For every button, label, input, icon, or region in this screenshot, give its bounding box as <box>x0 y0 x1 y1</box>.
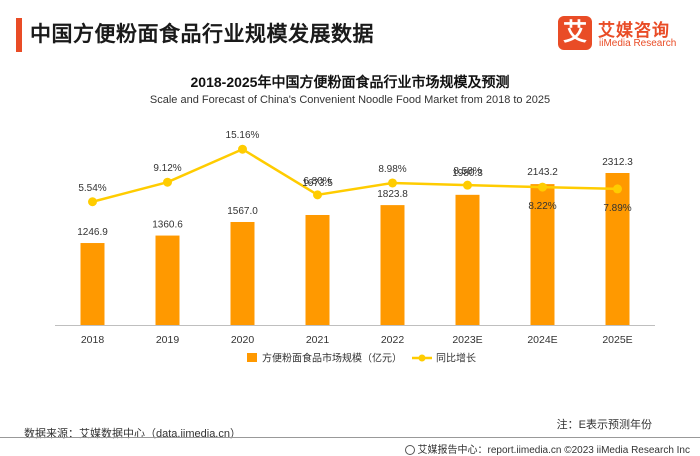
bar-value-label: 2143.2 <box>527 167 558 178</box>
bar <box>155 235 180 325</box>
bar <box>305 214 330 325</box>
bar-value-label: 2312.3 <box>602 157 633 168</box>
footer-credit-text: 艾媒报告中心：report.iimedia.cn ©2023 iiMedia R… <box>417 445 690 456</box>
report-center-icon <box>404 445 415 455</box>
data-source: 数据来源：艾媒数据中心（data.iimedia.cn） <box>24 428 241 440</box>
x-tick-label: 2025E <box>602 334 632 346</box>
iimedia-logo: 艾 艾媒咨询 iiMedia Research <box>558 14 688 54</box>
growth-point <box>238 144 247 154</box>
bar <box>80 243 105 325</box>
growth-line <box>92 147 618 203</box>
growth-value-label: 5.54% <box>78 183 106 194</box>
bar-value-label: 1980.3 <box>452 168 483 179</box>
growth-value-label: 15.16% <box>226 130 260 141</box>
growth-value-label: 6.80% <box>303 176 331 187</box>
chart-subtitle: Scale and Forecast of China's Convenient… <box>149 94 551 106</box>
bar-value-label: 1823.8 <box>377 189 408 200</box>
logo-cn-text: 艾媒咨询 <box>598 21 670 40</box>
logo-en-text: iiMedia Research <box>599 38 677 49</box>
legend-bar-swatch <box>247 353 257 362</box>
growth-point <box>313 190 322 200</box>
growth-point <box>388 178 397 188</box>
forecast-note: 注：E表示预测年份 <box>556 419 652 431</box>
growth-point <box>88 197 97 207</box>
footer-credit: 艾媒报告中心：report.iimedia.cn ©2023 iiMedia R… <box>404 441 690 456</box>
x-tick-label: 2018 <box>81 334 105 346</box>
growth-point <box>613 184 622 194</box>
x-tick-label: 2019 <box>156 334 180 346</box>
title-accent-bar <box>16 18 22 52</box>
growth-value-label: 9.12% <box>153 163 181 174</box>
legend-line-marker <box>418 354 426 362</box>
bar <box>605 173 630 325</box>
bar <box>455 194 480 325</box>
growth-value-label: 8.22% <box>528 201 556 212</box>
logo-mark: 艾 <box>558 16 592 50</box>
bar <box>230 221 255 325</box>
growth-point <box>463 180 472 190</box>
growth-value-label: 8.58% <box>453 166 481 177</box>
x-tick-label: 2024E <box>527 334 557 346</box>
page-title: 中国方便粉面食品行业规模发展数据 <box>30 23 374 46</box>
legend-line-label: 同比增长 <box>436 352 476 365</box>
bar-value-label: 1673.5 <box>302 178 333 189</box>
chart-title: 2018-2025年中国方便粉面食品行业市场规模及预测 <box>190 74 510 90</box>
bar <box>530 184 555 325</box>
growth-value-label: 8.98% <box>378 164 406 175</box>
bar <box>380 205 405 325</box>
growth-point <box>163 177 172 187</box>
growth-point <box>538 182 547 192</box>
bar-value-label: 1246.9 <box>77 227 108 238</box>
x-tick-label: 2022 <box>381 334 405 346</box>
bar-value-label: 1360.6 <box>152 220 183 231</box>
bar-value-label: 1567.0 <box>227 206 258 217</box>
growth-value-label: 7.89% <box>603 203 631 214</box>
footer-divider <box>0 437 700 438</box>
legend-bar-label: 方便粉面食品市场规模（亿元） <box>262 352 402 365</box>
x-tick-label: 2023E <box>452 334 482 346</box>
x-tick-label: 2021 <box>306 334 330 346</box>
x-tick-label: 2020 <box>231 334 255 346</box>
